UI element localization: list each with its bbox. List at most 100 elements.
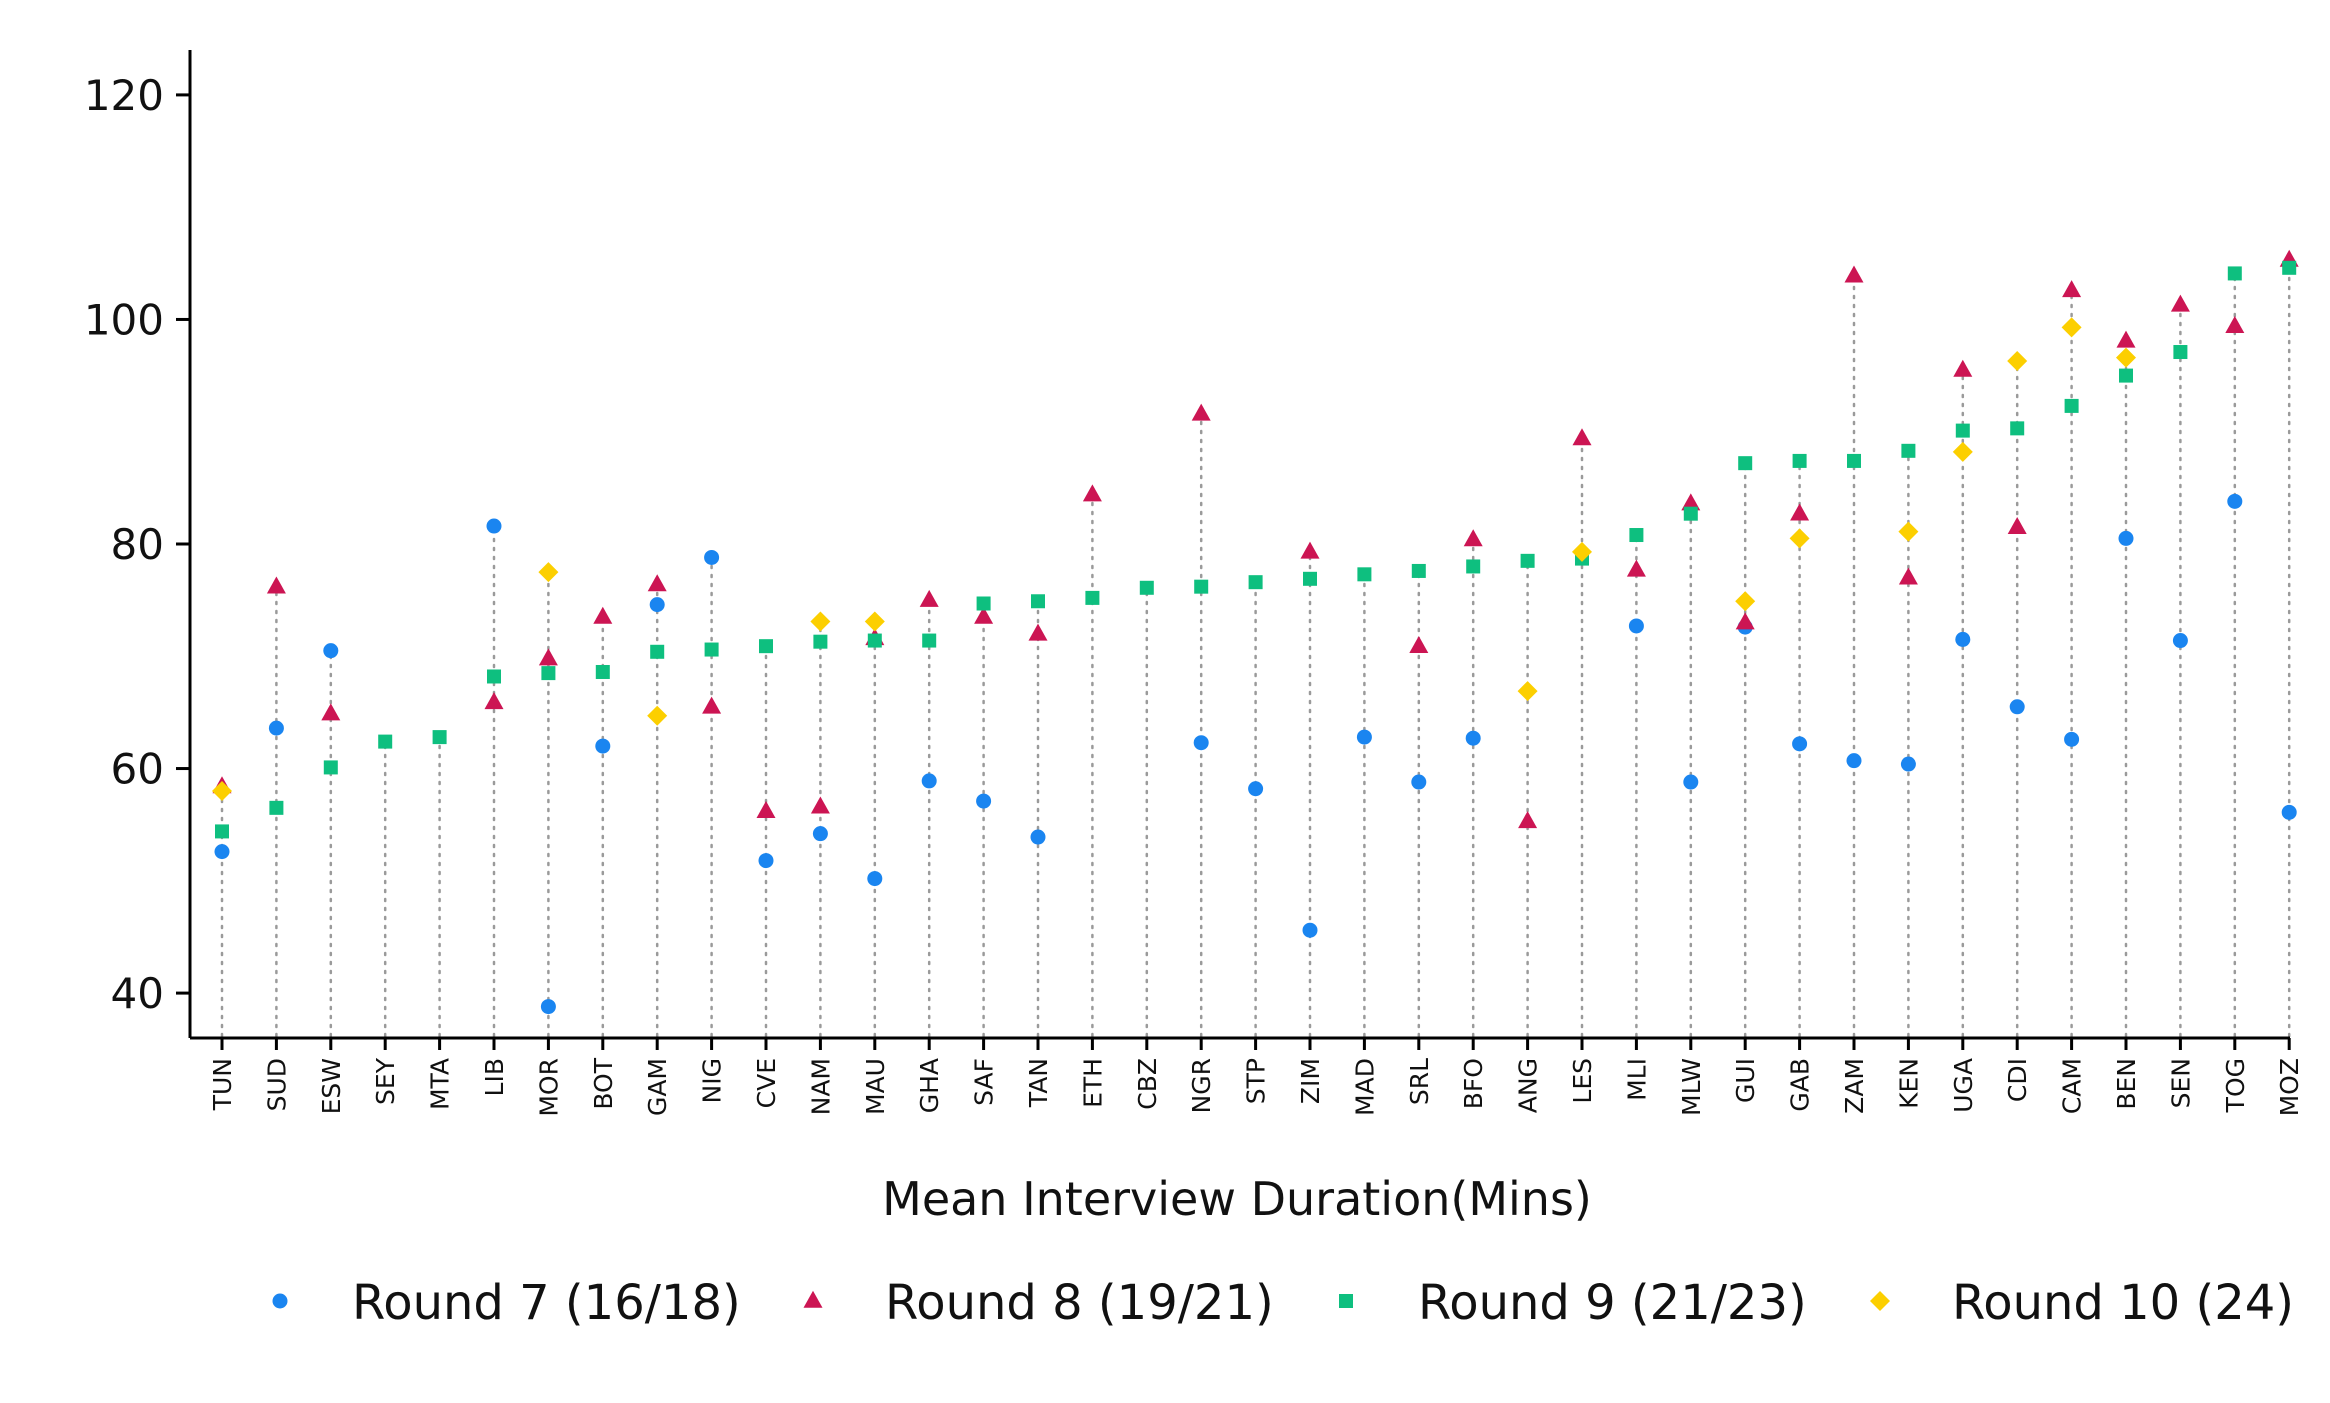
x-tick-label-gui: GUI <box>1731 1058 1760 1103</box>
point-diamond-gam <box>647 705 668 726</box>
point-circle-sen <box>2172 633 2188 649</box>
stem-lines <box>220 258 2291 1038</box>
point-square-bot <box>595 664 610 679</box>
point-triangle-tog <box>2225 315 2245 333</box>
point-triangle-gab <box>1790 503 1810 521</box>
point-circle-mor <box>540 999 556 1015</box>
legend-marker-triangle <box>803 1290 823 1308</box>
point-diamond-mor <box>538 562 559 583</box>
point-square-cbz <box>1139 580 1154 595</box>
point-triangle-saf <box>974 606 994 624</box>
x-tick-label-cbz: CBZ <box>1133 1058 1162 1110</box>
x-tick-label-ang: ANG <box>1514 1058 1543 1113</box>
point-triangle-mlw <box>1681 493 1701 511</box>
point-square-sud <box>269 800 284 815</box>
point-triangle-les <box>1572 428 1592 446</box>
point-triangle-zam <box>1844 265 1864 283</box>
x-tick-label-tan: TAN <box>1024 1058 1053 1108</box>
point-triangle-ben <box>2116 330 2136 348</box>
point-triangle-gha <box>919 589 939 607</box>
point-triangle-mli <box>1626 559 1646 577</box>
point-circle-cve <box>758 853 774 869</box>
x-tick-label-mau: MAU <box>861 1058 890 1115</box>
point-square-cdi <box>2010 421 2025 436</box>
point-square-tan <box>1031 594 1045 609</box>
legend-marker-square <box>1339 1294 1353 1308</box>
point-triangle-zim <box>1300 541 1320 559</box>
point-square-cam <box>2064 398 2079 413</box>
x-tick-label-gab: GAB <box>1786 1058 1815 1112</box>
point-square-ang <box>1520 553 1535 568</box>
data-marks <box>212 249 2299 1015</box>
x-tick-label-tun: TUN <box>208 1058 237 1111</box>
point-triangle-cdi <box>2007 516 2027 534</box>
y-tick-label-120: 120 <box>84 71 164 120</box>
x-tick-label-saf: SAF <box>970 1058 999 1106</box>
x-axis-label: Mean Interview Duration(Mins) <box>882 1172 1592 1226</box>
x-tick-label-nig: NIG <box>698 1058 727 1103</box>
point-diamond-mau <box>864 611 885 632</box>
point-circle-uga <box>1955 631 1971 647</box>
point-circle-bot <box>595 738 611 754</box>
point-square-zam <box>1847 453 1861 468</box>
x-tick-labels: TUN SUD ESW SEY MTA LIB MOR BOT GAM NIG CVE NAM MAU G… <box>208 1057 2304 1116</box>
point-diamond-ben <box>2116 347 2136 368</box>
point-circle-nig <box>704 549 720 565</box>
point-diamond-gab <box>1789 528 1810 549</box>
point-square-nam <box>813 634 828 649</box>
point-square-mor <box>541 666 556 681</box>
point-circle-mau <box>867 871 883 887</box>
x-tick-label-moz: MOZ <box>2275 1058 2304 1116</box>
point-triangle-gam <box>647 574 667 592</box>
point-triangle-cam <box>2062 280 2082 298</box>
point-square-sen <box>2173 345 2188 360</box>
point-square-uga <box>1955 423 1970 438</box>
x-tick-label-mor: MOR <box>534 1058 563 1117</box>
y-tick-label-100: 100 <box>84 295 164 344</box>
point-triangle-gui <box>1735 612 1755 630</box>
x-tick-label-cve: CVE <box>752 1058 781 1108</box>
x-tick-label-cdi: CDI <box>2003 1058 2032 1102</box>
x-tick-label-tog: TOG <box>2221 1058 2250 1113</box>
point-circle-cdi <box>2009 699 2025 715</box>
point-circle-mli <box>1628 618 1644 634</box>
point-square-gui <box>1738 456 1753 471</box>
x-tick-label-ngr: NGR <box>1187 1058 1216 1113</box>
legend-label-3: Round 9 (21/23) <box>1418 1275 1807 1331</box>
point-circle-zam <box>1846 753 1862 769</box>
point-circle-tun <box>214 844 230 860</box>
point-triangle-eth <box>1082 484 1102 502</box>
point-triangle-ang <box>1518 811 1538 829</box>
point-square-zim <box>1303 571 1317 586</box>
x-tick-label-gha: GHA <box>915 1058 944 1113</box>
point-square-moz <box>2282 260 2297 275</box>
point-triangle-ngr <box>1191 403 1211 421</box>
point-triangle-bfo <box>1463 529 1483 547</box>
point-square-gam <box>650 644 665 659</box>
point-circle-mad <box>1356 729 1372 745</box>
x-tick-label-gam: GAM <box>643 1058 672 1116</box>
point-diamond-tun <box>212 781 232 801</box>
axes <box>176 50 2291 1050</box>
point-circle-gha <box>921 773 937 789</box>
point-square-nig <box>704 642 719 657</box>
point-circle-ben <box>2118 530 2134 546</box>
x-tick-label-mad: MAD <box>1350 1058 1379 1116</box>
x-tick-label-eth: ETH <box>1078 1058 1107 1108</box>
point-circle-tan <box>1030 829 1046 845</box>
point-square-tun <box>215 824 229 839</box>
x-tick-label-stp: STP <box>1242 1058 1271 1104</box>
point-triangle-cve <box>756 801 776 819</box>
point-circle-esw <box>323 643 339 659</box>
x-tick-label-sey: SEY <box>371 1057 400 1105</box>
x-tick-label-sen: SEN <box>2166 1058 2195 1108</box>
x-tick-label-zim: ZIM <box>1296 1058 1325 1104</box>
legend-label-4: Round 10 (24) <box>1952 1275 2294 1331</box>
point-circle-gab <box>1792 736 1808 752</box>
point-triangle-tan <box>1028 623 1048 641</box>
x-tick-label-lib: LIB <box>480 1058 509 1096</box>
x-tick-label-mli: MLI <box>1622 1058 1651 1101</box>
point-circle-tog <box>2227 493 2243 509</box>
y-tick-label-40: 40 <box>111 969 164 1018</box>
